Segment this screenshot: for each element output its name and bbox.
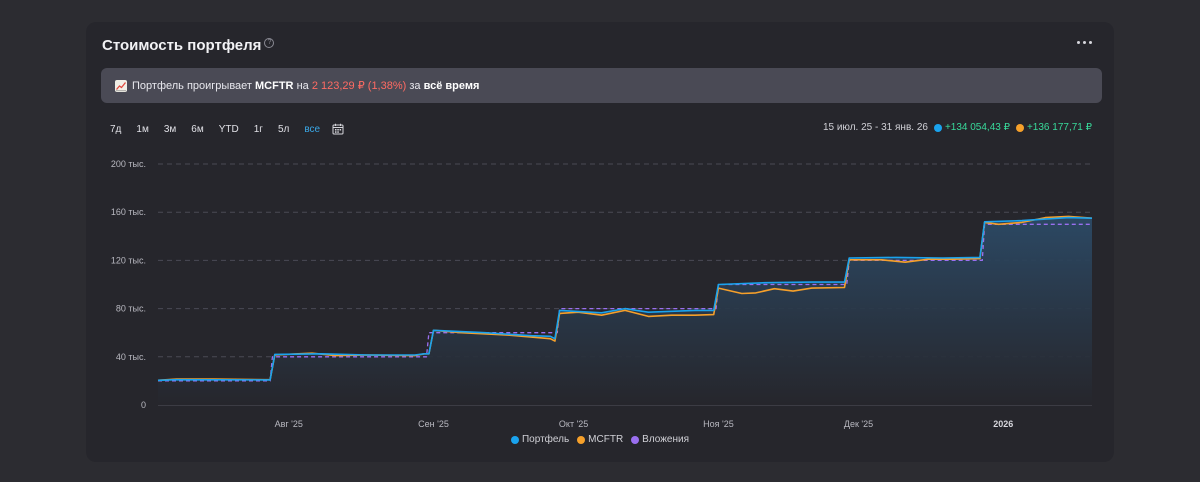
period-selector: 7д 1м 3м 6м YTD 1г 5л все: [110, 123, 344, 135]
card-title: Стоимость портфеля: [102, 37, 262, 54]
banner-amount: 2 123,29 ₽: [311, 80, 365, 92]
x-axis: Авг '25 Сен '25 Окт '25 Ноя '25 Дек '25 2026: [275, 419, 1014, 429]
mcftr-dot-icon: [1015, 123, 1024, 132]
calendar-icon[interactable]: [332, 123, 344, 135]
y-tick-label: 40 тыс.: [116, 352, 146, 362]
x-tick-label: Окт '25: [559, 419, 588, 429]
info-icon[interactable]: ?: [264, 38, 275, 48]
series-line-portfolio: [157, 216, 1093, 382]
comparison-banner: Портфель проигрывает MCFTR на 2 123,29 ₽…: [101, 68, 1102, 103]
legend-dot-icon: [510, 435, 519, 444]
legend-item-mcftr[interactable]: MCFTR: [577, 434, 623, 445]
x-tick-label: Ноя '25: [703, 419, 734, 429]
mcftr-change: +136 177,71 ₽: [1026, 122, 1092, 133]
range-dates: 15 июл. 25 - 31 янв. 26: [822, 122, 928, 133]
legend-item-investments[interactable]: Вложения: [631, 434, 689, 445]
portfolio-area-fill: [158, 217, 1092, 405]
y-tick-label: 80 тыс.: [116, 304, 146, 314]
legend-label: Вложения: [642, 434, 690, 445]
more-dot-icon: [1077, 41, 1080, 44]
period-7d[interactable]: 7д: [110, 123, 122, 135]
series-line-investments: [158, 223, 1092, 382]
banner-text-for: за: [409, 79, 421, 92]
legend-label: Портфель: [521, 434, 570, 445]
portfolio-chart[interactable]: 040 тыс.80 тыс.120 тыс.160 тыс.200 тыс. …: [86, 22, 1114, 434]
y-tick-label: 120 тыс.: [111, 255, 146, 265]
portfolio-change: +134 054,43 ₽: [944, 122, 1010, 133]
portfolio-area: [158, 217, 1092, 405]
period-6m[interactable]: 6м: [191, 123, 204, 135]
period-5y[interactable]: 5л: [277, 123, 290, 135]
portfolio-value-card: Стоимость портфеля ? Портфель проигрывае…: [86, 22, 1114, 462]
y-axis: 0 40 тыс. 80 тыс. 120 тыс. 160 тыс. 200 тыс.: [111, 159, 146, 410]
banner-text-on: на: [296, 79, 309, 92]
banner-text-prefix: Портфель проигрывает: [132, 79, 252, 92]
y-tick-label: 160 тыс.: [111, 207, 146, 217]
x-tick-label: Авг '25: [275, 419, 303, 429]
legend-label: MCFTR: [588, 434, 624, 445]
period-1y[interactable]: 1г: [253, 123, 263, 135]
x-tick-label: Дек '25: [844, 419, 873, 429]
legend-dot-icon: [631, 435, 640, 444]
y-tick-label: 200 тыс.: [111, 159, 146, 169]
period-all[interactable]: все: [304, 123, 321, 135]
chart-increasing-icon: [115, 79, 127, 92]
more-dot-icon: [1083, 41, 1086, 44]
more-dot-icon: [1089, 41, 1092, 44]
title-row: Стоимость портфеля ?: [102, 37, 275, 54]
banner-period: всё время: [423, 79, 480, 92]
portfolio-dot-icon: [933, 123, 942, 132]
banner-percent: (1,38%): [367, 79, 407, 92]
chart-legend: Портфель MCFTR Вложения: [86, 434, 1114, 445]
x-tick-label: 2026: [993, 419, 1013, 429]
legend-dot-icon: [577, 435, 586, 444]
range-summary: 15 июл. 25 - 31 янв. 26 +134 054,43 ₽ +1…: [823, 122, 1092, 133]
y-tick-label: 0: [141, 400, 146, 410]
period-ytd[interactable]: YTD: [218, 123, 239, 135]
period-3m[interactable]: 3м: [163, 123, 177, 135]
banner-benchmark: MCFTR: [255, 79, 294, 92]
x-tick-label: Сен '25: [418, 419, 449, 429]
series-layer: [157, 215, 1093, 382]
legend-item-portfolio[interactable]: Портфель: [510, 434, 570, 445]
period-1m[interactable]: 1м: [136, 123, 149, 135]
more-options-button[interactable]: [1077, 38, 1092, 47]
